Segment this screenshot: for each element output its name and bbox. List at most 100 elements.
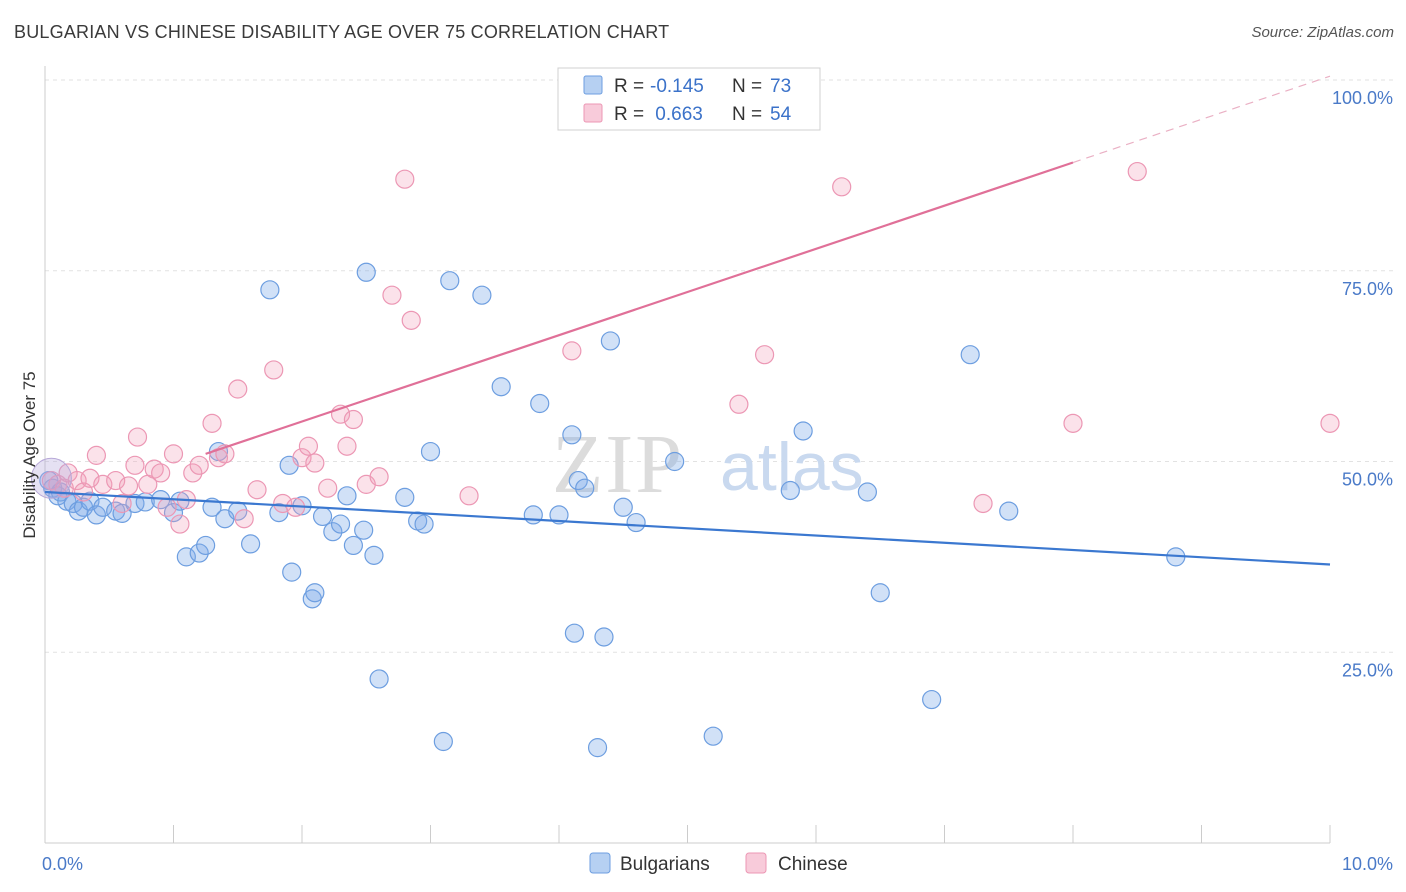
bulgarians-point <box>323 522 343 542</box>
chinese-point <box>1320 413 1340 433</box>
legend-n-label-chinese: N = <box>732 104 762 125</box>
chinese-point <box>459 486 479 506</box>
bulgarians-point <box>922 689 942 710</box>
y-tick-label-100: 100.0% <box>1332 88 1393 108</box>
bulgarians-point <box>176 547 196 567</box>
bulgarians-point <box>414 514 434 534</box>
bulgarians-point <box>305 583 325 603</box>
legend-r-value-chinese: 0.663 <box>650 104 703 125</box>
chart-title: BULGARIAN VS CHINESE DISABILITY AGE OVER… <box>14 22 670 42</box>
watermark-zip: ZIP <box>552 418 684 511</box>
chinese-points <box>30 70 1340 534</box>
chinese-trend-line <box>205 161 1074 455</box>
bulgarians-point <box>594 627 614 647</box>
bulgarians-point <box>703 726 723 746</box>
bulgarians-point <box>440 271 460 291</box>
bulgarians-point <box>112 503 132 523</box>
chinese-point <box>264 360 284 380</box>
legend-swatch-bulgarians-bottom <box>589 852 611 874</box>
bulgarians-point <box>356 262 376 282</box>
axes <box>44 66 1331 844</box>
chinese-point <box>369 467 389 487</box>
bulgarians-point <box>395 487 415 507</box>
bulgarians-point <box>282 562 302 582</box>
chinese-point <box>562 341 582 361</box>
bulgarians-point <box>163 503 184 523</box>
bulgarians-point <box>870 583 890 603</box>
chinese-point <box>298 436 319 456</box>
bulgarians-point <box>420 441 441 462</box>
chinese-point <box>228 379 248 399</box>
bulgarians-point <box>196 535 216 556</box>
bulgarians-point <box>189 543 209 563</box>
chinese-point <box>247 480 267 500</box>
chinese-point <box>337 436 357 456</box>
bulgarians-point <box>241 534 261 554</box>
grid-lines <box>45 79 1395 653</box>
bulgarians-trend-line <box>44 490 1331 566</box>
bulgarians-point <box>312 506 333 527</box>
chinese-point <box>1127 161 1147 182</box>
bulgarians-point <box>568 470 588 491</box>
y-tick-label-25: 25.0% <box>1342 660 1393 680</box>
chinese-point <box>305 453 325 473</box>
x-tick-label-min: 0.0% <box>42 854 83 874</box>
legend-swatch-bulgarians <box>583 75 603 95</box>
x-tick-labels: 0.0% 10.0% <box>42 854 1393 874</box>
y-axis-label: Disability Age Over 75 <box>20 371 39 538</box>
correlation-legend: R = -0.145 N = 73 R = 0.663 N = 54 <box>557 67 821 131</box>
bulgarians-point <box>960 345 980 365</box>
legend-n-value-chinese: 54 <box>770 104 792 125</box>
bulgarians-points <box>39 262 1186 758</box>
bulgarians-point <box>530 393 550 414</box>
y-tick-label-50: 50.0% <box>1342 470 1393 490</box>
trend-lines <box>44 75 1331 566</box>
bulgarians-point <box>93 497 113 517</box>
bulgarians-point <box>86 505 107 525</box>
bulgarians-point <box>343 535 363 556</box>
chinese-point <box>973 493 993 514</box>
chinese-point <box>125 455 145 475</box>
chinese-point <box>106 470 126 491</box>
chinese-point <box>93 474 113 494</box>
cluster-marker <box>30 457 72 499</box>
bulgarians-point <box>600 331 621 351</box>
bulgarians-point <box>364 545 384 565</box>
bulgarians-point <box>523 505 543 525</box>
bulgarians-point <box>260 280 280 300</box>
chinese-point <box>157 497 177 517</box>
x-tick-label-max: 10.0% <box>1342 854 1393 874</box>
chinese-point <box>292 448 312 468</box>
bulgarians-point <box>433 731 453 752</box>
watermark-atlas: atlas <box>720 429 864 505</box>
chinese-point <box>163 444 184 464</box>
bulgarians-point <box>780 480 800 501</box>
series-legend: Bulgarians Chinese <box>589 852 848 875</box>
legend-label-bulgarians: Bulgarians <box>620 854 710 875</box>
bulgarians-point <box>613 497 633 517</box>
chinese-point <box>118 476 139 496</box>
chinese-point <box>1063 413 1083 433</box>
chinese-trend-extension <box>1072 75 1331 164</box>
chinese-point <box>395 169 415 189</box>
y-tick-label-75: 75.0% <box>1342 279 1393 299</box>
bulgarians-point <box>665 451 685 472</box>
watermark: ZIP atlas <box>552 418 864 511</box>
bulgarians-point <box>354 520 374 540</box>
bulgarians-point <box>472 285 492 305</box>
chinese-point <box>183 463 203 483</box>
bulgarians-point <box>587 738 608 758</box>
chinese-point <box>86 445 107 465</box>
bulgarians-point <box>793 421 813 441</box>
chinese-point <box>202 413 222 433</box>
legend-swatch-chinese-bottom <box>745 852 767 874</box>
chinese-point <box>729 394 749 414</box>
bulgarians-point <box>626 512 646 533</box>
chinese-point <box>401 310 421 330</box>
legend-n-label-bulgarians: N = <box>732 76 762 97</box>
chinese-point <box>343 409 363 430</box>
bulgarians-point <box>562 425 582 445</box>
legend-n-value-bulgarians: 73 <box>770 76 791 97</box>
legend-r-label-bulgarians: R = <box>614 76 644 97</box>
chinese-point <box>189 455 209 475</box>
